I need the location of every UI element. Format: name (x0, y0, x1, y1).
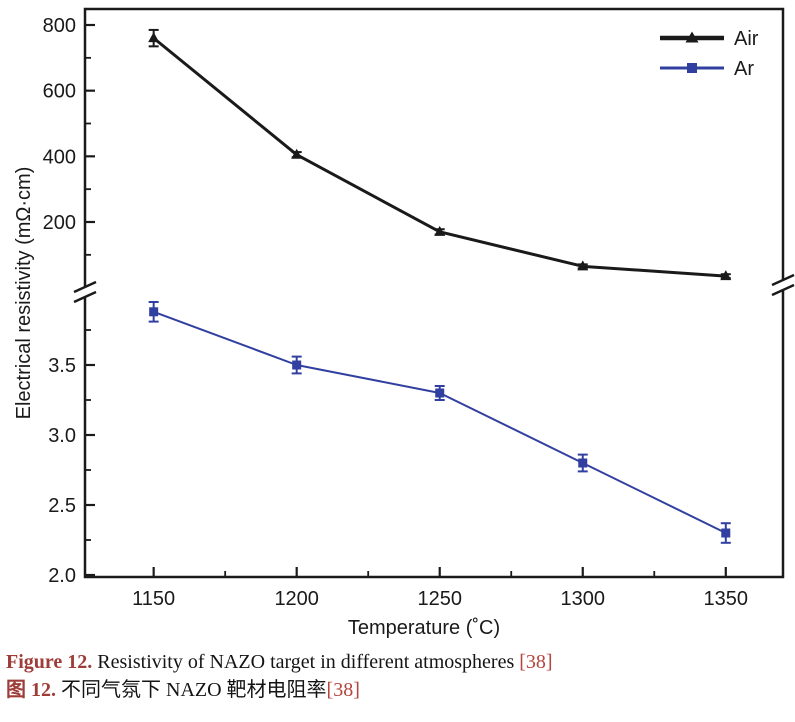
data-point-marker (148, 32, 160, 43)
caption-reference-link-zh[interactable]: [38] (326, 678, 360, 701)
resistivity-chart: 800 600 400 200 3.5 3.0 2.5 2.0 1150 1200 1250 1300… (13, 7, 795, 639)
caption-figure-label: Figure 12. (6, 651, 93, 673)
data-point-marker (577, 260, 589, 271)
y-axis-title: Electrical resistivity (mΩ·cm) (13, 167, 35, 420)
axis-break-gap (74, 282, 96, 302)
caption-reference-link[interactable]: [38] (519, 651, 553, 673)
caption-figure-text-zh: 不同气氛下 NAZO 靶材电阻率 (56, 678, 327, 701)
legend-marker-triangle (685, 31, 699, 43)
axis-break-slash (771, 283, 795, 297)
axis-break-slash (73, 280, 97, 294)
y-tick-label: 2.5 (48, 495, 76, 517)
series-line-ar (153, 310, 727, 534)
data-point-marker (435, 388, 445, 398)
y-tick-label: 400 (43, 146, 76, 168)
series-ar (148, 301, 731, 544)
caption-figure-text: Resistivity of NAZO target in different … (92, 651, 520, 673)
data-point-marker (721, 528, 731, 538)
x-tick-label: 1250 (417, 588, 462, 610)
axis-break (73, 280, 97, 304)
data-point-marker (291, 148, 303, 159)
x-tick-label: 1200 (274, 588, 319, 610)
figure-caption: Figure 12. Resistivity of NAZO target in… (0, 645, 795, 704)
x-tick-label: 1350 (704, 588, 749, 610)
axes: 800 600 400 200 3.5 3.0 2.5 2.0 1150 1200 1250 1300… (43, 15, 748, 610)
axis-break-gap (772, 275, 794, 295)
y-tick-label: 200 (43, 212, 76, 234)
legend-marker-square (687, 63, 697, 73)
y-tick-label: 800 (43, 15, 76, 37)
y-tick-label: 3.0 (48, 425, 76, 447)
y-tick-label: 3.5 (48, 355, 76, 377)
series-line-air (152, 36, 726, 278)
legend: Air Ar (660, 28, 759, 80)
data-point-marker (149, 307, 159, 317)
caption-english: Figure 12. Resistivity of NAZO target in… (6, 649, 785, 677)
axis-break-slash (771, 273, 795, 287)
y-tick-label: 2.0 (48, 565, 76, 587)
series-air (148, 28, 732, 281)
x-tick-label: 1150 (132, 588, 175, 610)
legend-item-ar: Ar (660, 58, 754, 80)
data-point-marker (578, 458, 588, 468)
y-tick-label: 600 (43, 81, 76, 103)
caption-figure-label-zh: 图 12. (6, 678, 56, 701)
caption-chinese: 图 12. 不同气氛下 NAZO 靶材电阻率[38] (6, 677, 785, 705)
axis-break-slash (73, 290, 97, 304)
x-axis-title: Temperature (˚C) (348, 617, 500, 639)
x-tick-label: 1300 (561, 588, 606, 610)
axis-break (771, 273, 795, 297)
legend-label: Air (734, 28, 759, 50)
legend-item-air: Air (660, 28, 759, 50)
plot-frame (83, 7, 785, 579)
data-point-marker (434, 225, 446, 236)
legend-label: Ar (734, 58, 754, 80)
data-point-marker (292, 360, 302, 370)
data-point-marker (720, 270, 732, 281)
